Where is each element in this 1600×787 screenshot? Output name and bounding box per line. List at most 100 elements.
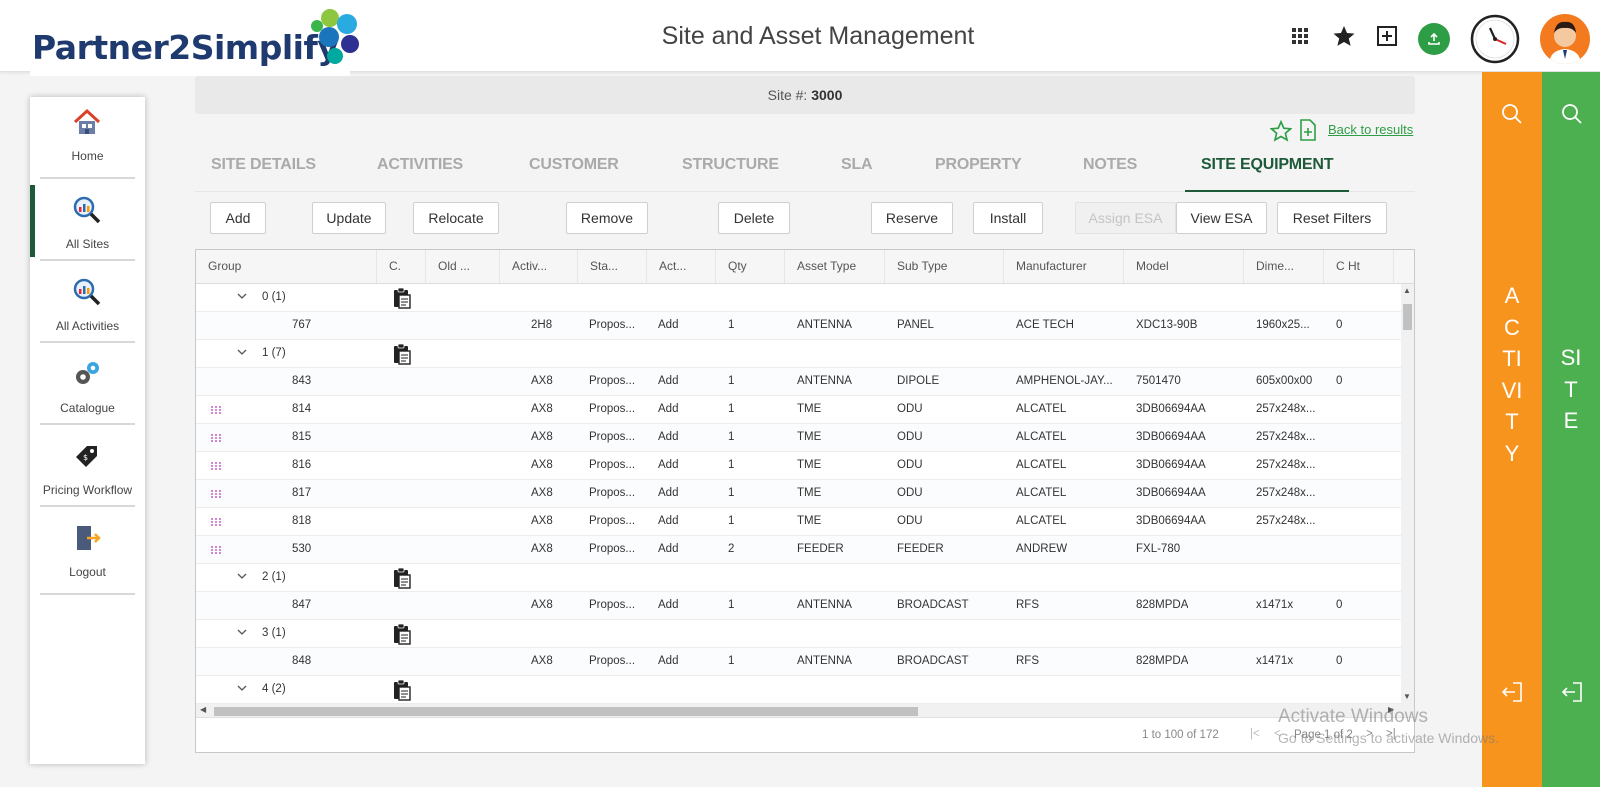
chevron-down-icon[interactable] (236, 570, 248, 582)
column-header[interactable]: Model (1124, 250, 1244, 283)
next-page-icon[interactable]: > (1366, 728, 1373, 740)
prev-page-icon[interactable]: < (1274, 728, 1281, 740)
nav-item-all-sites[interactable]: All Sites (30, 185, 145, 267)
avatar[interactable] (1540, 14, 1590, 64)
table-row[interactable]: 530 AX8 Propos... Add 2 FEEDER FEEDER AN… (196, 536, 1401, 564)
column-header[interactable]: Sta... (578, 250, 647, 283)
exit-icon[interactable] (1560, 680, 1584, 704)
star-icon[interactable] (1332, 24, 1356, 48)
site-label: Site #: (767, 87, 808, 103)
table-row[interactable]: 815 AX8 Propos... Add 1 TME ODU ALCATEL … (196, 424, 1401, 452)
clipboard-icon[interactable] (392, 343, 412, 365)
exit-icon[interactable] (1500, 680, 1524, 704)
tab-sla[interactable]: SLA (841, 156, 873, 173)
add-document-icon[interactable] (1298, 119, 1318, 141)
tab-notes[interactable]: NOTES (1083, 156, 1138, 173)
horizontal-scrollbar[interactable]: ◀ ▶ (196, 704, 1414, 718)
apps-grid-icon[interactable] (1288, 24, 1312, 48)
nav-item-home[interactable]: Home (30, 97, 145, 179)
group-row[interactable]: 2 (1) (196, 564, 1401, 592)
table-row[interactable]: 817 AX8 Propos... Add 1 TME ODU ALCATEL … (196, 480, 1401, 508)
search-icon[interactable] (1500, 102, 1524, 126)
clipboard-icon[interactable] (392, 287, 412, 309)
tab-site-details[interactable]: SITE DETAILS (211, 156, 316, 173)
drag-handle-icon[interactable] (210, 517, 222, 527)
column-header[interactable]: Old ... (426, 250, 500, 283)
chevron-down-icon[interactable] (236, 290, 248, 302)
column-header[interactable]: Sub Type (885, 250, 1004, 283)
cell-dimensions: 1960x25... (1256, 319, 1310, 331)
tab-property[interactable]: PROPERTY (935, 156, 1022, 173)
clipboard-icon[interactable] (392, 623, 412, 645)
vertical-scrollbar[interactable]: ▲ ▼ (1401, 284, 1414, 704)
table-row[interactable]: 843 AX8 Propos... Add 1 ANTENNA DIPOLE A… (196, 368, 1401, 396)
nav-item-catalogue[interactable]: Catalogue (30, 349, 145, 431)
column-header[interactable]: Group (196, 250, 377, 283)
table-row[interactable]: 816 AX8 Propos... Add 1 TME ODU ALCATEL … (196, 452, 1401, 480)
chevron-down-icon[interactable] (236, 682, 248, 694)
group-row[interactable]: 1 (7) (196, 340, 1401, 368)
column-header[interactable]: Asset Type (785, 250, 885, 283)
group-row[interactable]: 3 (1) (196, 620, 1401, 648)
drag-handle-icon[interactable] (210, 545, 222, 555)
add-box-icon[interactable] (1375, 24, 1399, 48)
scroll-right-icon[interactable]: ▶ (1388, 705, 1395, 714)
chevron-down-icon[interactable] (236, 626, 248, 638)
first-page-icon[interactable]: |< (1250, 728, 1260, 740)
add-button[interactable]: Add (210, 202, 266, 234)
install-button[interactable]: Install (973, 202, 1043, 234)
chevron-down-icon[interactable] (236, 346, 248, 358)
logo[interactable]: Partner2Simplify (30, 0, 359, 76)
cell-manufacturer: ALCATEL (1016, 459, 1067, 471)
drag-handle-icon[interactable] (210, 461, 222, 471)
remove-button[interactable]: Remove (566, 202, 648, 234)
assign-esa-button[interactable]: Assign ESA (1075, 202, 1176, 234)
reset-filters-button[interactable]: Reset Filters (1277, 202, 1387, 234)
drag-handle-icon[interactable] (210, 405, 222, 415)
clock-icon[interactable] (1470, 14, 1520, 64)
relocate-button[interactable]: Relocate (413, 202, 499, 234)
scroll-thumb[interactable] (1403, 304, 1412, 330)
search-icon[interactable] (1560, 102, 1584, 126)
group-row[interactable]: 4 (2) (196, 676, 1401, 704)
back-to-results-link[interactable]: Back to results (1328, 122, 1414, 137)
column-header[interactable]: C. (377, 250, 426, 283)
drag-handle-icon[interactable] (210, 489, 222, 499)
group-row[interactable]: 0 (1) (196, 284, 1401, 312)
tab-structure[interactable]: STRUCTURE (682, 156, 779, 173)
table-row[interactable]: 847 AX8 Propos... Add 1 ANTENNA BROADCAS… (196, 592, 1401, 620)
upload-button[interactable] (1418, 23, 1450, 55)
table-row[interactable]: 767 2H8 Propos... Add 1 ANTENNA PANEL AC… (196, 312, 1401, 340)
column-header[interactable]: Dime... (1244, 250, 1324, 283)
tab-site-equipment[interactable]: SITE EQUIPMENT (1185, 156, 1350, 192)
scroll-up-icon[interactable]: ▲ (1403, 286, 1411, 295)
nav-item-pricing-workflow[interactable]: $ Pricing Workflow (30, 431, 145, 513)
column-header[interactable]: Act... (647, 250, 716, 283)
favorite-star-icon[interactable] (1270, 120, 1292, 142)
column-header[interactable]: Manufacturer (1004, 250, 1124, 283)
column-header[interactable]: Qty (716, 250, 785, 283)
view-esa-button[interactable]: View ESA (1176, 202, 1267, 234)
reserve-button[interactable]: Reserve (871, 202, 953, 234)
tab-customer[interactable]: CUSTOMER (529, 156, 619, 173)
scroll-down-icon[interactable]: ▼ (1403, 692, 1411, 701)
table-row[interactable]: 814 AX8 Propos... Add 1 TME ODU ALCATEL … (196, 396, 1401, 424)
scroll-thumb[interactable] (214, 707, 918, 716)
scroll-left-icon[interactable]: ◀ (200, 705, 207, 714)
nav-item-logout[interactable]: Logout (30, 513, 145, 595)
activity-panel[interactable]: ACTIVITY (1482, 72, 1542, 787)
tab-activities[interactable]: ACTIVITIES (377, 156, 464, 173)
cell-model: FXL-780 (1136, 543, 1181, 555)
column-header[interactable]: Activ... (500, 250, 578, 283)
clipboard-icon[interactable] (392, 567, 412, 589)
table-row[interactable]: 848 AX8 Propos... Add 1 ANTENNA BROADCAS… (196, 648, 1401, 676)
delete-button[interactable]: Delete (718, 202, 790, 234)
last-page-icon[interactable]: >| (1386, 728, 1396, 740)
drag-handle-icon[interactable] (210, 433, 222, 443)
table-row[interactable]: 818 AX8 Propos... Add 1 TME ODU ALCATEL … (196, 508, 1401, 536)
clipboard-icon[interactable] (392, 679, 412, 701)
nav-item-all-activities[interactable]: All Activities (30, 267, 145, 349)
update-button[interactable]: Update (312, 202, 386, 234)
column-header[interactable]: C Ht (1324, 250, 1394, 283)
site-panel[interactable]: SITE (1542, 72, 1600, 787)
